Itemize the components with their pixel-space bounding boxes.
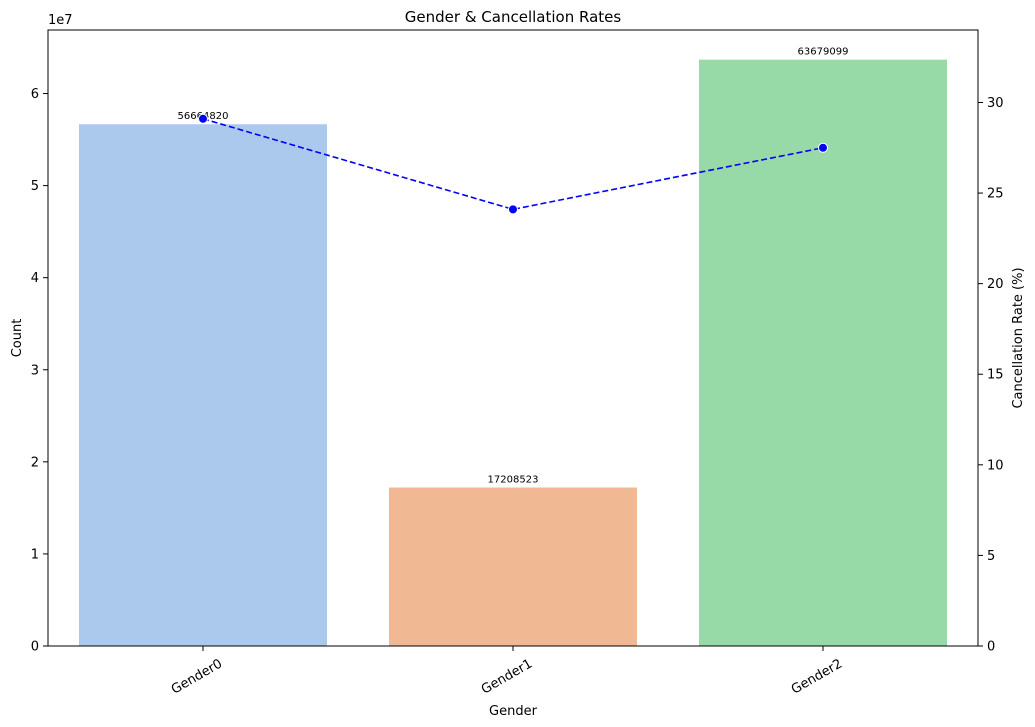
x-axis-label: Gender <box>489 704 538 719</box>
y-axis-label: Count <box>10 319 25 358</box>
y-tick-label: 1 <box>31 547 39 562</box>
bar-value-label: 63679099 <box>798 47 849 58</box>
x-tick-label: Gender0 <box>169 656 225 697</box>
y2-tick-label: 5 <box>987 549 995 564</box>
y-tick-label: 6 <box>31 87 39 102</box>
bar-gender0 <box>79 124 327 646</box>
y-offset-text: 1e7 <box>48 13 73 28</box>
y-tick-label: 0 <box>31 640 39 655</box>
y-tick-label: 3 <box>31 363 39 378</box>
y2-tick-label: 10 <box>987 458 1004 473</box>
bar-value-label: 17208523 <box>488 475 539 486</box>
line-series-group <box>198 113 828 215</box>
bar-group <box>79 59 947 646</box>
y2-tick-label: 15 <box>987 368 1004 383</box>
x-tick-label: Gender2 <box>789 656 845 697</box>
y2-tick-label: 20 <box>987 277 1004 292</box>
x-tick-label: Gender1 <box>479 656 535 697</box>
y-tick-label: 4 <box>31 271 39 286</box>
x-axis: Gender0 Gender1 Gender2 <box>169 646 845 698</box>
y-tick-label: 5 <box>31 179 39 194</box>
y2-tick-label: 25 <box>987 187 1004 202</box>
y-tick-label: 2 <box>31 455 39 470</box>
rate-point-gender1 <box>508 204 518 215</box>
cancellation-rate-line <box>202 118 824 211</box>
chart-title: Gender & Cancellation Rates <box>405 8 622 26</box>
bar-gender2 <box>699 59 947 646</box>
y-axis-right: 0 5 10 15 20 25 30 <box>978 96 1004 655</box>
y2-axis-label: Cancellation Rate (%) <box>1011 267 1026 408</box>
y-axis-left: 0 1 2 3 4 5 6 <box>31 87 48 655</box>
bar-gender1 <box>389 487 637 646</box>
y2-tick-label: 0 <box>987 640 995 655</box>
rate-point-gender2 <box>818 142 828 153</box>
y2-tick-label: 30 <box>987 96 1004 111</box>
rate-point-gender0 <box>198 113 208 124</box>
